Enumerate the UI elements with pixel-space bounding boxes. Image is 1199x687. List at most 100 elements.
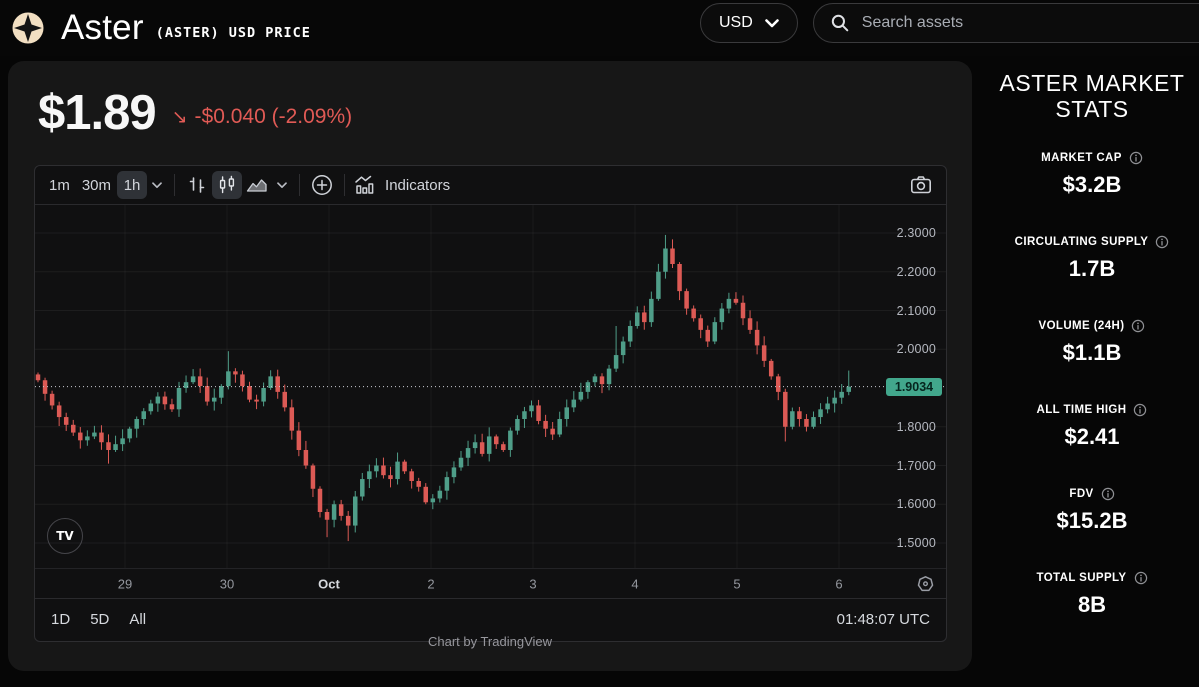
candle-body [825,403,830,410]
candle-body [479,442,485,454]
candlestick-chart[interactable]: 2.3000 2.2000 2.1000 2.0000 1.8000 1.7000 1.60… [35,205,946,568]
info-icon[interactable] [1131,319,1145,333]
range-all-button[interactable]: All [129,611,147,628]
candle-body [374,465,379,472]
candle-body [317,488,323,512]
chart-toolbar: 1m 30m 1h [35,166,946,205]
candle-body [557,419,562,435]
timeframe-menu-button[interactable] [147,171,167,199]
candle-body [367,471,372,480]
snapshot-button[interactable] [906,171,936,199]
candle-body [148,403,154,412]
utc-clock: 01:48:07 UTC [836,611,930,628]
candle-body [289,407,295,431]
indicators-icon [355,175,374,194]
ohlc-bars-icon [189,177,205,193]
info-icon[interactable] [1133,403,1147,417]
stat-label: TOTAL SUPPLY [1036,571,1127,584]
tradingview-chart-panel: 1m 30m 1h [34,165,947,642]
range-1d-button[interactable]: 1D [51,611,71,628]
candle-body [219,386,224,398]
camera-icon [910,176,931,194]
stat-block: CIRCULATING SUPPLY 1.7B [984,235,1199,282]
info-icon[interactable] [1134,571,1148,585]
indicators-label[interactable]: Indicators [385,176,451,194]
chart-plot-area [35,205,946,568]
time-axis[interactable]: 29 30 Oct 2 3 4 5 6 [35,568,946,598]
candle-body [310,465,316,489]
stat-label: ALL TIME HIGH [1036,403,1127,416]
chart-attribution-link[interactable]: Chart by TradingView [427,634,553,649]
area-chart-style-button[interactable] [242,171,272,199]
candle-body [113,444,118,450]
candle-body [761,345,767,361]
candle-body [677,264,682,292]
candle-body [451,467,457,478]
tradingview-logo[interactable]: TV [47,518,83,554]
info-icon[interactable] [1155,235,1169,249]
candle-body [606,368,612,385]
aster-logo-icon[interactable] [10,10,46,46]
stat-value: 8B [1077,591,1107,617]
candle-body [564,407,569,419]
candle-body [338,504,344,516]
candle-body [508,430,513,450]
candle-body [92,432,97,437]
price-change-text: -$0.040 (-2.09%) [194,105,353,128]
price-tick-label: 2.0000 [896,342,936,357]
candle-body [275,376,280,392]
candle-body [261,388,266,402]
candle-body [776,376,781,392]
candle-body [282,391,287,408]
candle-body [783,391,788,427]
candle-body [832,397,837,404]
candle-body [550,428,555,435]
sidebar-title: ASTER MARKET STATS [999,70,1185,123]
candle-body [811,417,816,427]
chart-settings-button[interactable] [917,575,934,592]
gear-icon [917,575,934,591]
timeframe-1m-button[interactable]: 1m [49,176,70,194]
timeframe-1h-button[interactable]: 1h [117,171,148,199]
candle-body [127,428,132,439]
range-5d-button[interactable]: 5D [90,611,110,628]
indicators-button[interactable] [352,171,378,199]
search-input[interactable] [861,14,1162,32]
candle-body [331,504,337,520]
top-header: Aster (ASTER) USD PRICE USD [0,0,1199,56]
compare-add-button[interactable] [307,171,337,199]
timeframe-30m-button[interactable]: 30m [81,176,112,194]
candle-body [599,376,605,385]
bars-chart-style-button[interactable] [182,171,212,199]
candles-chart-style-button[interactable] [212,171,243,199]
price-tick-label: 2.3000 [896,226,936,240]
candle-body [642,312,647,323]
price-tick-label: 2.2000 [896,264,936,279]
stat-value: $2.41 [1064,423,1120,449]
date-tick-label: 5 [733,576,741,591]
search-box[interactable] [812,3,1199,43]
candle-body [494,436,499,445]
currency-selector[interactable]: USD [700,3,798,43]
candle-body [106,442,111,450]
candle-body [226,371,231,387]
stat-label: VOLUME (24H) [1038,319,1125,332]
toolbar-divider [174,174,176,196]
candle-body [543,420,548,429]
candle-body [797,411,802,419]
candle-body [790,411,795,427]
info-icon[interactable] [1129,151,1143,165]
candle-body [620,341,626,356]
candle-body [99,432,104,443]
chart-style-menu-button[interactable] [272,171,292,199]
date-tick-label: Oct [318,576,340,591]
candle-body [719,308,725,323]
candle-body [155,396,161,404]
candle-body [571,399,577,408]
chevron-down-icon [277,181,287,188]
info-icon[interactable] [1101,487,1115,501]
candle-body [712,322,718,342]
candle-body [197,376,203,387]
candlestick-icon [219,175,235,194]
candle-body [846,386,851,392]
